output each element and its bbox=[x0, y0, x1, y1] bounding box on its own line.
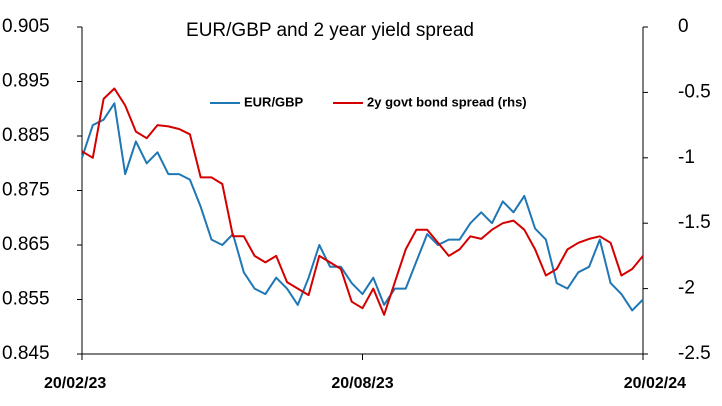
y-tick-label: 0.875 bbox=[2, 180, 50, 201]
y-tick-label: 0.865 bbox=[2, 234, 50, 255]
legend-label: EUR/GBP bbox=[244, 94, 304, 109]
y-tick-label: 0.855 bbox=[2, 289, 50, 310]
series-line bbox=[81, 87, 644, 316]
x-tick-label: 20/02/24 bbox=[624, 375, 686, 392]
x-tick-label: 20/02/23 bbox=[44, 375, 106, 392]
x-tick-label: 20/08/23 bbox=[331, 375, 393, 392]
y-tick-label: 0.895 bbox=[2, 71, 50, 92]
legend-label: 2y govt bond spread (rhs) bbox=[367, 94, 527, 109]
y2-tick-label: 0 bbox=[678, 16, 689, 37]
y2-tick-label: -1.5 bbox=[678, 212, 711, 233]
y2-tick-label: -1 bbox=[678, 147, 695, 168]
series-line bbox=[81, 102, 644, 312]
y2-tick-label: -2 bbox=[678, 278, 695, 299]
chart-title: EUR/GBP and 2 year yield spread bbox=[186, 20, 474, 41]
y-tick-label: 0.905 bbox=[2, 16, 50, 37]
y-tick-label: 0.885 bbox=[2, 125, 50, 146]
y-tick-label: 0.845 bbox=[2, 343, 50, 364]
y2-tick-label: -0.5 bbox=[678, 81, 711, 102]
y2-tick-label: -2.5 bbox=[678, 343, 711, 364]
